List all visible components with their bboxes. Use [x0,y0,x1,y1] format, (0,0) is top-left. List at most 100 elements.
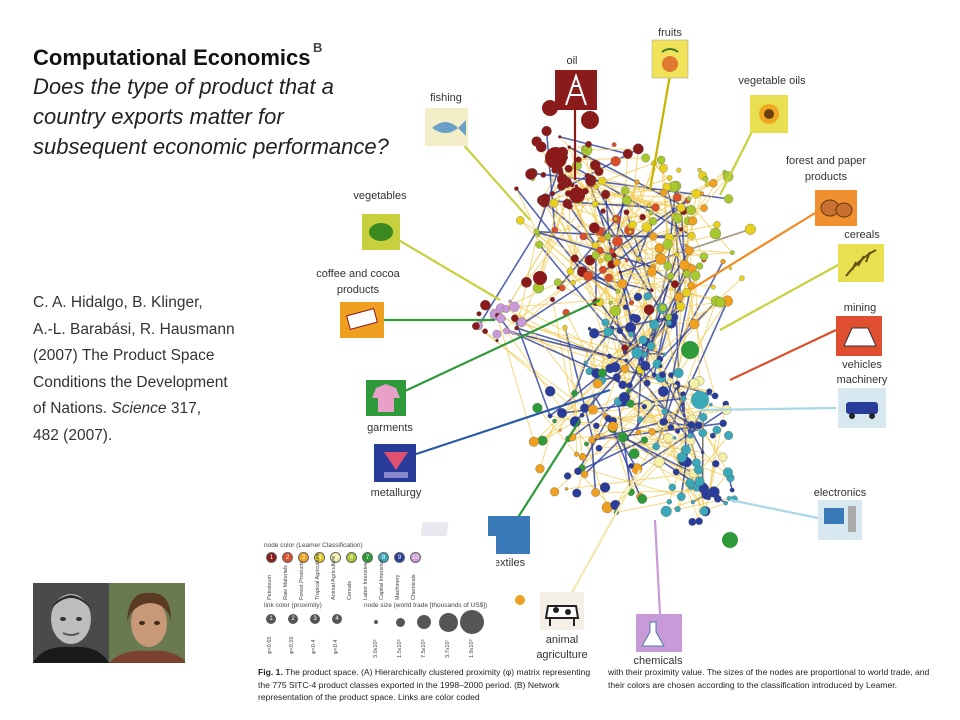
label-fishing: fishing [430,92,462,104]
network-node [521,277,532,288]
question-line-3: subsequent economic performance? [33,134,389,159]
network-link [660,159,669,245]
network-node [656,155,666,165]
network-node [612,236,623,247]
network-node [535,240,544,249]
network-link [591,421,664,441]
legend-link-swatch: 2 [288,614,298,624]
network-node [659,189,668,197]
network-link [608,409,727,419]
network-link [496,287,563,335]
label-forest-1: forest and paper [786,155,866,167]
question-line-2: country exports matter for [33,104,284,129]
network-node [661,408,668,415]
network-node [601,318,610,327]
network-node [582,145,588,151]
network-link [593,332,665,356]
network-link [542,199,656,209]
network-node [665,313,673,321]
network-link [594,203,667,319]
network-node [641,222,652,233]
network-node [700,450,705,455]
network-node [544,386,556,397]
label-cereals: cereals [844,229,880,241]
network-node [689,378,700,389]
legend-class-swatch: 3 [298,552,309,563]
legend-link-label: φ<0.4 [311,639,317,654]
legend-size-swatch [438,612,458,632]
network-node [587,326,592,331]
network-node [547,413,553,419]
legend-link-label: φ<0.4 [333,639,339,654]
network-node [634,179,640,185]
network-node [628,300,634,306]
network-link [582,437,669,458]
legend-link-label: φ<0.55 [289,636,295,654]
network-link [533,379,602,443]
network-node [699,506,709,516]
network-node [574,451,580,457]
legend-class-swatch: 8 [378,552,389,563]
network-node [631,314,641,324]
network-link [601,180,618,220]
network-node [495,338,499,343]
network-node [624,258,629,262]
network-node [588,222,600,234]
network-node [704,181,710,187]
network-node [674,252,679,257]
network-node [659,303,667,312]
network-link [537,407,577,455]
network-node [611,142,617,148]
network-node [672,213,683,224]
network-node [672,192,682,202]
legend-class-label: Machinery [395,574,401,600]
network-node [583,270,594,282]
network-link [659,247,733,254]
network-node [654,243,665,254]
network-node [580,403,590,413]
network-link [495,311,535,442]
network-link [550,415,613,429]
network-node [612,373,621,382]
network-node [509,301,520,312]
network-node [535,141,547,153]
network-node [641,351,648,358]
network-node [641,363,648,371]
network-hub-node [569,187,585,203]
cereals-icon [838,244,884,282]
network-link [590,179,729,200]
caption-left-text: The product space. (A) Hierarchically cl… [258,667,591,703]
network-node [517,317,527,327]
legend-size-label: 7.5x10⁸ [421,639,427,658]
network-link [600,159,662,261]
network-node [698,428,707,438]
network-link [599,277,610,303]
network-link [595,490,714,493]
network-node [589,179,595,185]
network-link [544,202,601,303]
network-link [539,420,555,469]
network-link [615,398,685,506]
label-metallurgy: metallurgy [371,487,422,499]
label-mining: mining [844,302,876,314]
legend-class-swatch: 2 [282,552,293,563]
network-node [626,399,635,408]
network-node [617,278,628,289]
network-node [691,189,701,199]
network-node [641,153,651,163]
network-node [648,428,656,436]
citation-line-6: 482 (2007). [33,426,113,444]
network-link [622,436,694,475]
network-node [666,175,673,181]
network-node [662,239,673,250]
legend-node-size-title: node size (world trade [thousands of US$… [364,602,488,609]
network-node [575,156,582,163]
network-link [559,136,629,155]
network-link [477,231,538,327]
network-node [599,265,607,274]
network-node [605,363,615,374]
network-hub-node [722,532,738,548]
network-node [625,322,637,334]
network-link [586,443,608,508]
network-node [621,195,632,206]
